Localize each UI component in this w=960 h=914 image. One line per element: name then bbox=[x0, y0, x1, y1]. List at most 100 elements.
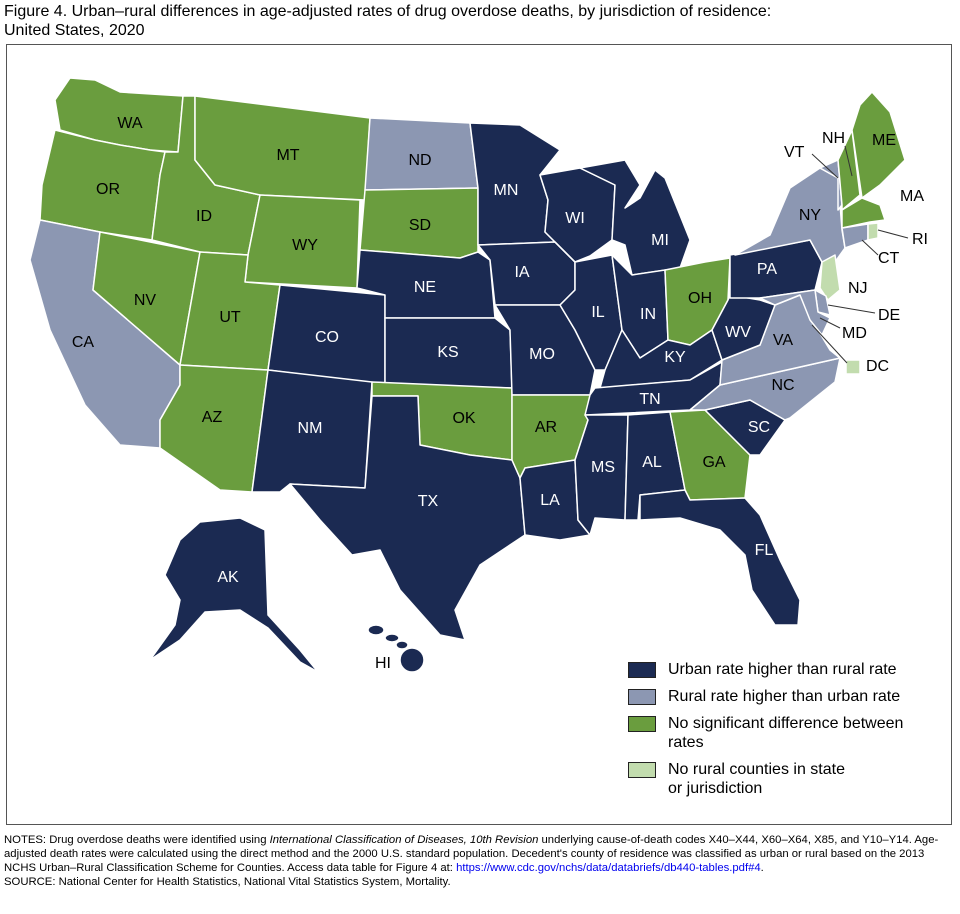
state-hi bbox=[367, 624, 385, 636]
label-fl: FL bbox=[755, 542, 774, 559]
leader-de bbox=[827, 304, 876, 314]
legend-label: Urban rate higher than rural rate bbox=[668, 661, 897, 678]
label-ak: AK bbox=[217, 569, 239, 586]
label-wv: WV bbox=[725, 324, 751, 341]
label-va: VA bbox=[773, 332, 793, 349]
notes-source: SOURCE: National Center for Health Stati… bbox=[4, 876, 451, 888]
state-il bbox=[554, 241, 623, 371]
legend-swatch bbox=[628, 662, 656, 678]
figure-title: Figure 4. Urban–rural differences in age… bbox=[4, 2, 954, 40]
label-nh: NH bbox=[822, 130, 845, 147]
state-ri bbox=[867, 222, 879, 241]
state-nj bbox=[819, 254, 841, 301]
label-co: CO bbox=[315, 329, 339, 346]
notes-body: underlying cause-of-death codes X40–X44,… bbox=[4, 834, 939, 874]
label-wi: WI bbox=[565, 210, 585, 227]
label-ms: MS bbox=[591, 459, 615, 476]
label-mi: MI bbox=[651, 232, 669, 249]
label-de: DE bbox=[878, 307, 900, 324]
state-ak bbox=[149, 517, 319, 673]
label-ia: IA bbox=[514, 264, 529, 281]
label-ct: CT bbox=[878, 250, 900, 267]
label-hi: HI bbox=[375, 655, 391, 672]
state-me bbox=[851, 91, 906, 199]
state-hi bbox=[399, 647, 425, 673]
label-ky: KY bbox=[664, 349, 686, 366]
label-nc: NC bbox=[771, 377, 794, 394]
state-hi-islands bbox=[367, 624, 425, 673]
figure-title-line1: Figure 4. Urban–rural differences in age… bbox=[4, 3, 772, 20]
label-md: MD bbox=[842, 325, 867, 342]
legend-item-urban-higher: Urban rate higher than rural rate bbox=[628, 660, 948, 679]
leader-ct bbox=[861, 239, 879, 256]
legend-swatch bbox=[628, 689, 656, 705]
label-vt: VT bbox=[784, 144, 805, 161]
label-al: AL bbox=[642, 454, 662, 471]
figure-notes: NOTES: Drug overdose deaths were identif… bbox=[4, 833, 956, 889]
state-vt bbox=[819, 159, 843, 211]
state-wy bbox=[244, 194, 361, 289]
label-nd: ND bbox=[408, 152, 431, 169]
label-dc: DC bbox=[866, 358, 889, 375]
state-hi bbox=[395, 640, 409, 650]
map-frame bbox=[6, 44, 952, 825]
legend-item-no-rural: No rural counties in state or jurisdicti… bbox=[628, 760, 948, 798]
state-nh bbox=[837, 129, 861, 211]
figure-title-line2: United States, 2020 bbox=[4, 22, 145, 39]
label-az: AZ bbox=[202, 409, 223, 426]
label-wy: WY bbox=[292, 237, 318, 254]
map-legend: Urban rate higher than rural rate Rural … bbox=[628, 660, 948, 806]
label-ne: NE bbox=[414, 279, 436, 296]
legend-swatch bbox=[628, 762, 656, 778]
label-la: LA bbox=[540, 492, 560, 509]
label-ut: UT bbox=[219, 309, 241, 326]
us-map: WA OR CA ID NV MT WY UT AZ CO NM ND SD N… bbox=[29, 77, 928, 673]
notes-paragraph: NOTES: Drug overdose deaths were identif… bbox=[4, 833, 956, 875]
state-wv bbox=[711, 294, 776, 361]
state-md bbox=[759, 289, 831, 336]
label-pa: PA bbox=[757, 261, 777, 278]
label-in: IN bbox=[640, 306, 656, 323]
legend-item-no-difference: No significant difference between rates bbox=[628, 714, 948, 752]
legend-label: No significant difference between bbox=[668, 715, 904, 732]
leader-md bbox=[819, 317, 841, 329]
label-wa: WA bbox=[117, 115, 143, 132]
label-mt: MT bbox=[276, 147, 299, 164]
notes-prefix: NOTES: Drug overdose deaths were identif… bbox=[4, 834, 270, 846]
data-table-link[interactable]: https://www.cdc.gov/nchs/data/databriefs… bbox=[456, 862, 761, 874]
notes-italic: International Classification of Diseases… bbox=[269, 834, 539, 846]
legend-label-continued: rates bbox=[668, 734, 704, 751]
label-mn: MN bbox=[494, 182, 519, 199]
label-ri: RI bbox=[912, 231, 928, 248]
label-mo: MO bbox=[529, 346, 555, 363]
label-ok: OK bbox=[452, 410, 475, 427]
state-hi bbox=[384, 633, 400, 643]
legend-swatch bbox=[628, 716, 656, 732]
leader-ri bbox=[877, 229, 909, 239]
label-tx: TX bbox=[418, 493, 439, 510]
label-ma: MA bbox=[900, 188, 924, 205]
label-ar: AR bbox=[535, 419, 557, 436]
label-sc: SC bbox=[748, 419, 770, 436]
legend-label: No rural counties in state bbox=[668, 761, 845, 778]
state-mi bbox=[579, 159, 691, 276]
state-labels: WA OR CA ID NV MT WY UT AZ CO NM ND SD N… bbox=[72, 115, 928, 672]
state-fl bbox=[639, 489, 801, 626]
label-il: IL bbox=[591, 304, 604, 321]
label-ks: KS bbox=[437, 344, 458, 361]
state-dc bbox=[845, 359, 861, 375]
label-nv: NV bbox=[134, 292, 157, 309]
label-ny: NY bbox=[799, 207, 822, 224]
label-ca: CA bbox=[72, 334, 95, 351]
state-tx bbox=[289, 395, 526, 641]
legend-label-continued: or jurisdiction bbox=[668, 780, 763, 797]
leader-nh bbox=[844, 145, 853, 177]
label-id: ID bbox=[196, 208, 212, 225]
label-ga: GA bbox=[702, 454, 725, 471]
legend-item-rural-higher: Rural rate higher than urban rate bbox=[628, 687, 948, 706]
leader-vt bbox=[811, 153, 839, 179]
label-nj: NJ bbox=[848, 280, 868, 297]
state-ct bbox=[841, 223, 869, 249]
label-or: OR bbox=[96, 181, 120, 198]
label-nm: NM bbox=[298, 420, 323, 437]
